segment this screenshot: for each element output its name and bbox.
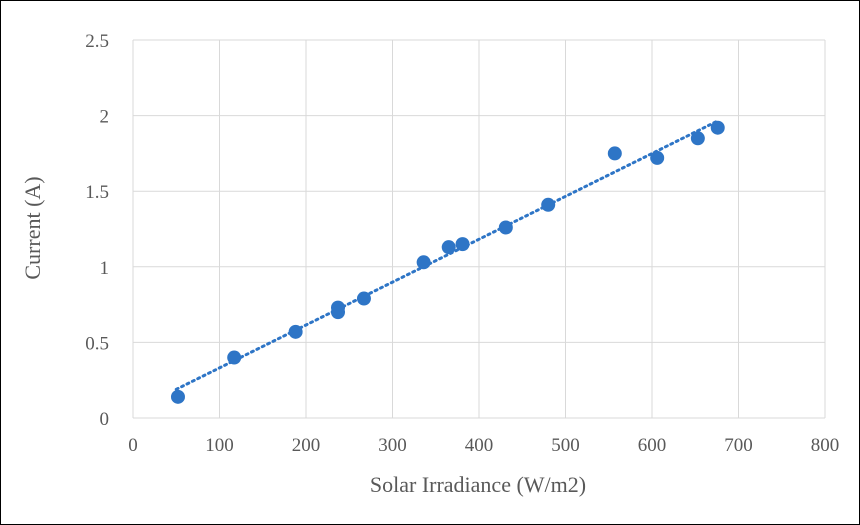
trendline [174,119,719,391]
data-point [541,197,556,212]
x-tick-label: 400 [465,435,494,456]
x-tick-label: 500 [551,435,580,456]
x-tick-label: 0 [128,435,138,456]
x-tick-label: 200 [292,435,321,456]
y-tick-label: 0 [100,409,110,430]
data-point [441,240,456,255]
grid-lines [132,39,826,419]
data-point [455,237,470,252]
data-point [650,150,665,165]
x-tick-label: 700 [724,435,753,456]
data-point [170,389,185,404]
y-axis-ticks: 0 0.5 1 1.5 2 2.5 [85,31,109,430]
y-tick-label: 2.5 [85,31,109,52]
data-points [170,120,725,404]
trendline-group [174,119,719,391]
data-point [227,350,242,365]
data-point [498,220,513,235]
data-point [690,131,705,146]
x-tick-label: 100 [205,435,234,456]
y-tick-label: 0.5 [85,333,109,354]
data-point [416,255,431,270]
y-tick-label: 2 [100,107,110,128]
x-tick-label: 800 [811,435,840,456]
y-tick-label: 1.5 [85,182,109,203]
data-point [288,324,303,339]
x-axis-title: Solar Irradiance (W/m2) [370,472,586,497]
data-point [607,146,622,161]
x-tick-label: 300 [378,435,407,456]
data-point [710,120,725,135]
y-axis-title: Current (A) [20,176,45,279]
x-axis-ticks: 0 100 200 300 400 500 600 700 800 [128,435,839,456]
x-tick-label: 600 [638,435,667,456]
data-point [331,305,346,320]
y-tick-label: 1 [100,258,110,279]
data-point [356,291,371,306]
